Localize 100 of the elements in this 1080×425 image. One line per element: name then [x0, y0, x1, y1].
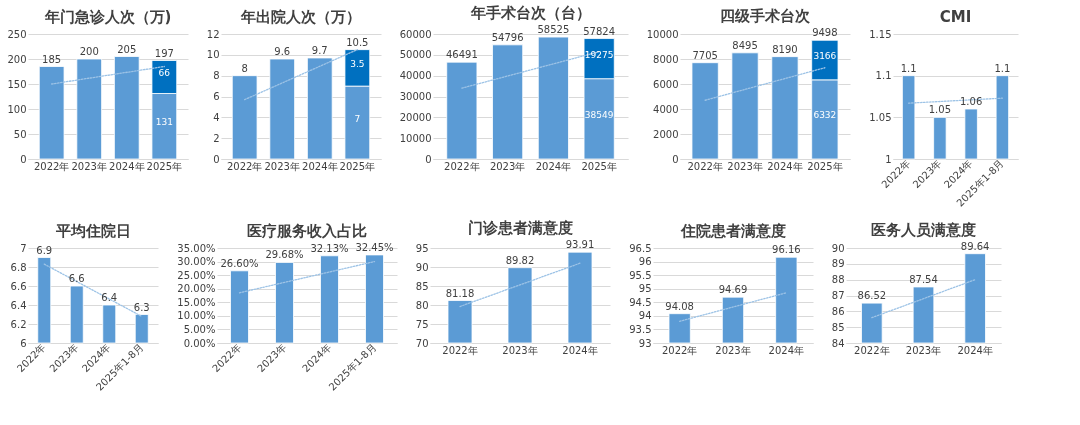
data-label: 185 [42, 53, 62, 65]
y-tick-label: 93 [638, 337, 652, 349]
y-tick-label: 1.15 [869, 28, 892, 40]
y-tick-label: 20.00% [177, 283, 216, 295]
y-tick-label: 1.05 [869, 111, 892, 123]
x-tick-label: 2022年 [33, 160, 70, 172]
y-tick-label: 75 [415, 318, 429, 330]
y-tick-label: 30000 [399, 91, 432, 102]
chart-title: 门诊患者满意度 [467, 219, 573, 238]
y-tick-label: 6.6 [10, 280, 27, 292]
y-tick-label: 0 [213, 153, 220, 165]
data-label: 89.64 [960, 240, 990, 252]
data-label: 6.6 [68, 273, 85, 284]
y-tick-label: 40000 [399, 70, 432, 82]
data-label: 200 [79, 46, 99, 57]
y-tick-label: 2000 [653, 128, 679, 140]
x-tick-label: 2023年 [715, 344, 751, 356]
data-label: 1.06 [959, 96, 983, 107]
data-label: 54796 [491, 31, 524, 43]
chart-title: 医务人员满意度 [871, 220, 976, 239]
data-label: 1.1 [994, 62, 1011, 74]
y-tick-label: 70 [415, 337, 429, 349]
data-label: 32.13% [310, 242, 349, 254]
data-label: 38549 [584, 109, 614, 120]
y-tick-label: 1.1 [875, 70, 892, 82]
x-tick-label: 2024年 [109, 160, 145, 172]
data-label: 87.54 [909, 273, 938, 285]
x-tick-label: 2024年 [768, 344, 805, 356]
bar [231, 75, 258, 160]
chart-title: 年门急诊人次（万) [43, 8, 172, 26]
chart-title: 年出院人次（万） [240, 8, 361, 26]
y-tick-label: 1 [885, 153, 892, 165]
chart-title: 医疗服务收入占比 [247, 221, 367, 240]
y-tick-label: 25.00% [177, 269, 216, 281]
y-tick-label: 85 [415, 280, 429, 292]
data-label: 86.52 [857, 290, 887, 302]
bar [38, 66, 65, 160]
data-label: 8190 [772, 43, 798, 55]
data-label: 29.68% [265, 249, 304, 261]
data-label: 7 [354, 113, 361, 124]
y-tick-label: 87 [831, 290, 845, 301]
y-tick-label: 94.5 [629, 296, 652, 308]
chart-title: 平均住院日 [54, 222, 131, 240]
y-tick-label: 15.00% [177, 296, 216, 308]
total-label: 10.5 [346, 36, 369, 48]
y-tick-label: 95 [638, 283, 652, 295]
y-tick-label: 4 [213, 111, 220, 123]
x-tick-label: 2023年 [71, 160, 107, 172]
bar [320, 255, 339, 344]
x-tick-label: 2025年 [807, 160, 843, 172]
data-label: 32.45% [355, 241, 394, 253]
y-tick-label: 86 [831, 305, 845, 317]
data-label: 89.82 [505, 254, 535, 266]
y-tick-label: 0 [672, 153, 679, 165]
bar [275, 262, 294, 344]
y-tick-label: 250 [7, 28, 27, 40]
y-tick-label: 6.2 [10, 318, 27, 330]
data-label: 96.16 [772, 244, 801, 256]
bar [306, 57, 333, 160]
chart-title: 住院患者满意度 [679, 222, 786, 240]
chart-title: 年手术台次（台） [469, 4, 591, 23]
y-tick-label: 8000 [653, 53, 679, 65]
y-tick-label: 95.5 [629, 269, 652, 281]
data-label: 6.3 [133, 301, 150, 313]
bar [76, 58, 103, 160]
y-tick-label: 96 [638, 256, 652, 268]
data-label: 6.4 [101, 292, 118, 303]
y-tick-label: 150 [7, 78, 27, 90]
x-tick-label: 2022年 [854, 344, 890, 356]
y-tick-label: 200 [7, 53, 27, 65]
y-tick-label: 10000 [399, 132, 432, 144]
x-tick-label: 2025年 [339, 160, 376, 172]
y-tick-label: 10.00% [177, 310, 216, 322]
data-label: 66 [158, 68, 171, 78]
y-tick-label: 95 [415, 242, 429, 254]
y-tick-label: 60000 [399, 28, 432, 40]
y-tick-label: 35.00% [177, 242, 216, 254]
data-label: 94.08 [665, 300, 694, 312]
data-label: 6.9 [36, 244, 53, 256]
x-tick-label: 2022年 [226, 160, 263, 172]
x-tick-label: 2024年 [562, 344, 598, 356]
bar [771, 56, 799, 160]
chart-title: CMI [939, 8, 972, 26]
data-label: 1.05 [928, 104, 952, 116]
data-label: 26.60% [220, 257, 259, 269]
bar [269, 58, 296, 160]
y-tick-label: 0 [425, 153, 432, 165]
y-tick-label: 7 [20, 242, 27, 254]
x-tick-label: 2023年 [264, 160, 300, 172]
x-tick-label: 2023年 [502, 344, 538, 356]
y-tick-label: 0.00% [183, 337, 216, 349]
data-label: 94.69 [718, 284, 748, 296]
data-label: 93.91 [565, 239, 595, 251]
data-label: 46491 [445, 49, 478, 61]
y-tick-label: 10000 [646, 28, 679, 40]
data-label: 9.6 [274, 46, 291, 57]
y-tick-label: 80 [415, 299, 429, 311]
bar [492, 44, 524, 160]
y-tick-label: 50000 [399, 49, 432, 61]
bar [230, 270, 249, 344]
